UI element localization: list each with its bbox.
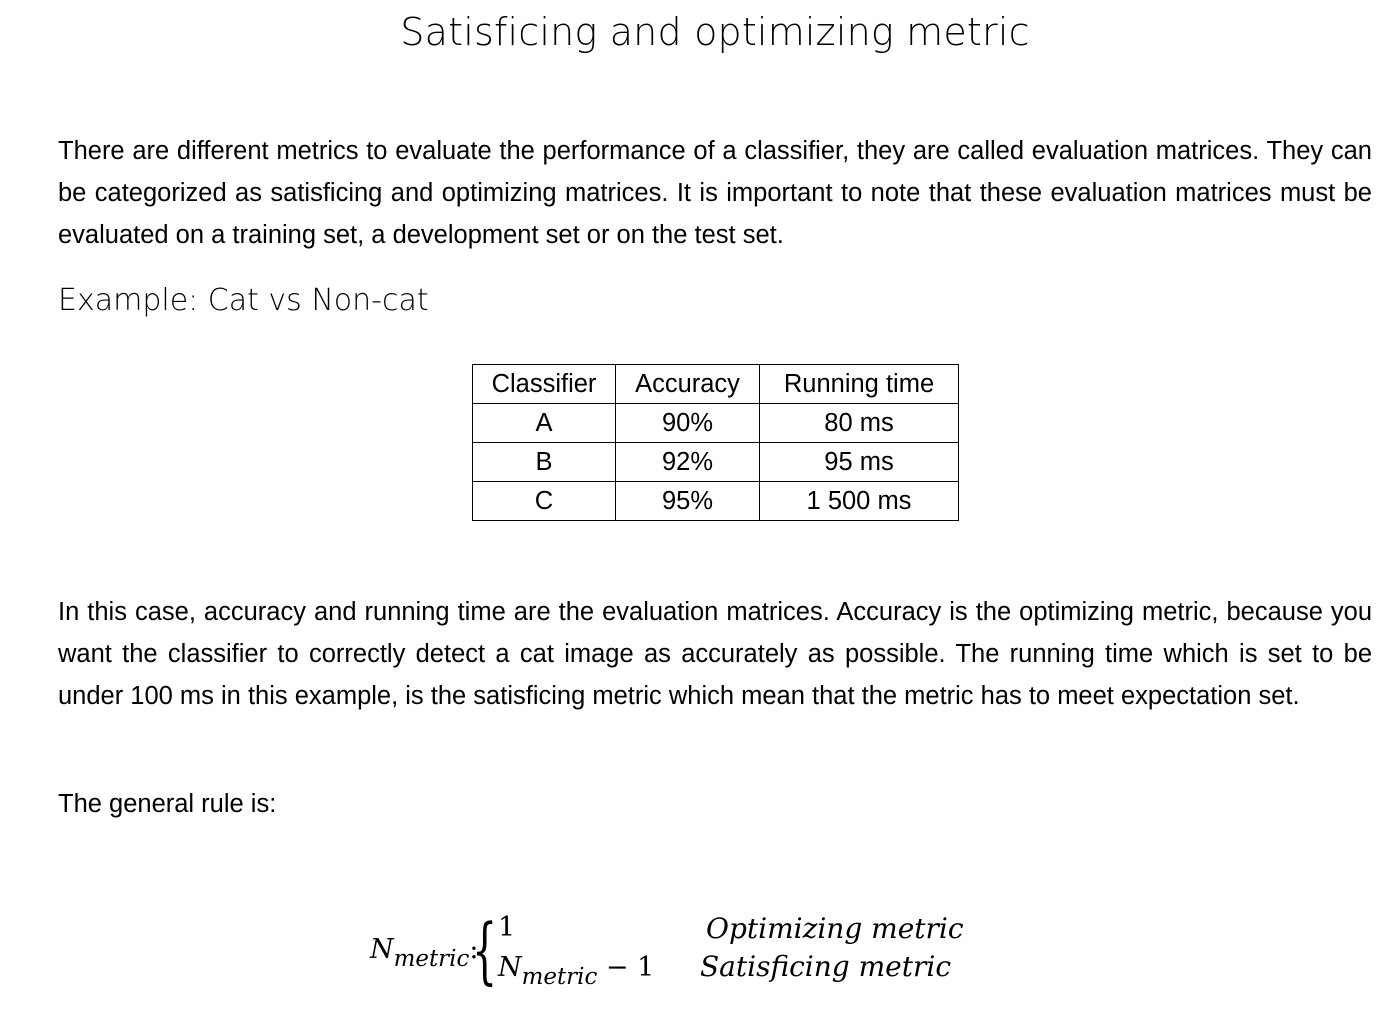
formula-label-satisficing: Satisficing metric — [700, 950, 952, 983]
page-title: Satisficing and optimizing metric — [400, 10, 1030, 54]
formula-case-2-suffix: − 1 — [597, 952, 655, 983]
header-classifier: Classifier — [472, 364, 616, 404]
classifier-cell: C — [472, 481, 616, 521]
header-accuracy: Accuracy — [615, 364, 760, 404]
header-running-time: Running time — [759, 364, 959, 404]
formula-lhs-subscript: metric — [393, 946, 470, 973]
table-row: C 95% 1 500 ms — [472, 481, 959, 521]
example-heading: Example: Cat vs Non-cat — [58, 283, 429, 318]
accuracy-cell: 90% — [615, 403, 760, 443]
rule-intro-text: The general rule is: — [58, 790, 277, 818]
formula-case-1: 1 — [498, 912, 516, 943]
explanation-paragraph: In this case, accuracy and running time … — [58, 598, 1372, 710]
intro-paragraph: There are different metrics to evaluate … — [58, 137, 1372, 249]
classifier-cell: B — [472, 442, 616, 482]
accuracy-cell: 95% — [615, 481, 760, 521]
formula-lhs-symbol: N — [370, 934, 394, 965]
formula-label-optimizing: Optimizing metric — [706, 912, 964, 945]
accuracy-cell: 92% — [615, 442, 760, 482]
formula-case-2: Nmetric − 1 — [498, 952, 654, 990]
table-header-row: Classifier Accuracy Running time — [472, 364, 959, 404]
running-time-cell: 80 ms — [759, 403, 959, 443]
formula-case-2-symbol: N — [498, 952, 522, 983]
classifier-table: Classifier Accuracy Running time A 90% 8… — [472, 364, 959, 521]
running-time-cell: 95 ms — [759, 442, 959, 482]
formula-brace-icon: { — [472, 908, 498, 992]
general-rule-formula: Nmetric: { 1 Nmetric − 1 Optimizing metr… — [0, 900, 1390, 1010]
formula-lhs-colon: : — [469, 934, 479, 965]
table-row: A 90% 80 ms — [472, 403, 959, 443]
running-time-cell: 1 500 ms — [759, 481, 959, 521]
formula-case-2-subscript: metric — [521, 964, 598, 991]
formula-lhs: Nmetric: — [370, 934, 478, 972]
table-row: B 92% 95 ms — [472, 442, 959, 482]
classifier-cell: A — [472, 403, 616, 443]
